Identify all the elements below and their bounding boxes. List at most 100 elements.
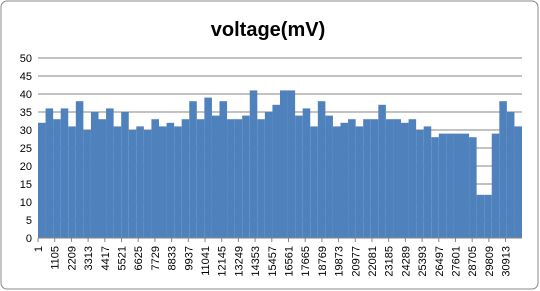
bar [227, 119, 235, 238]
bar [121, 112, 129, 238]
x-tick-label: 19873 [334, 246, 346, 277]
bar [98, 119, 107, 238]
y-tick-label: 30 [20, 125, 32, 137]
bar [249, 90, 258, 239]
x-tick-label: 4417 [100, 246, 112, 270]
x-tick-label: 20977 [350, 246, 362, 277]
x-tick-label: 26497 [434, 246, 446, 277]
x-tick-label: 2209 [66, 246, 78, 270]
bar [174, 126, 182, 238]
x-tick-label: 27601 [450, 246, 462, 277]
bar [128, 130, 137, 238]
bar [159, 126, 167, 238]
bar [348, 119, 356, 238]
bar [113, 126, 122, 238]
bar [53, 119, 61, 238]
bar [166, 122, 175, 238]
bar [484, 194, 492, 238]
bar [431, 137, 439, 238]
bar [310, 126, 318, 238]
bar [151, 119, 159, 238]
bar [287, 90, 296, 239]
x-tick-label: 23185 [384, 246, 396, 277]
y-tick-label: 45 [20, 71, 32, 83]
x-tick-label: 17665 [300, 246, 312, 277]
bar [393, 119, 401, 238]
bar [401, 122, 409, 238]
bar [438, 133, 447, 238]
bar [211, 115, 220, 238]
x-tick-label: 18769 [317, 246, 329, 277]
bar [136, 126, 144, 238]
bar [340, 122, 349, 238]
bar [302, 108, 311, 239]
bar [416, 130, 424, 238]
bar [514, 126, 522, 238]
x-tick-label: 16561 [283, 246, 295, 277]
bar [189, 101, 197, 238]
bar [280, 90, 288, 239]
y-tick-label: 10 [20, 197, 32, 209]
x-tick-label: 12145 [217, 246, 229, 277]
bar [325, 115, 333, 238]
bar [317, 101, 326, 238]
y-tick-label: 5 [26, 215, 32, 227]
y-tick-label: 35 [20, 107, 32, 119]
bar [272, 104, 280, 238]
bar [423, 126, 432, 238]
x-tick-label: 15457 [267, 246, 279, 277]
x-tick-label: 22081 [367, 246, 379, 277]
bar [106, 108, 114, 239]
y-tick-label: 15 [20, 179, 32, 191]
y-tick-label: 50 [20, 53, 32, 65]
bar [295, 115, 303, 238]
bar [234, 119, 243, 238]
bar [75, 101, 84, 238]
y-tick-label: 0 [26, 233, 32, 245]
x-tick-label: 8833 [167, 246, 179, 270]
bar [90, 112, 99, 238]
bar [83, 130, 91, 238]
y-tick-label: 40 [20, 89, 32, 101]
x-tick-label: 9937 [183, 246, 195, 270]
x-tick-label: 7729 [150, 246, 162, 270]
bar [181, 119, 190, 238]
x-tick-label: 30913 [501, 246, 513, 277]
bar [385, 119, 394, 238]
bar [219, 101, 228, 238]
chart-title: voltage(mV) [211, 19, 325, 41]
x-tick-label: 28705 [467, 246, 479, 277]
bar [60, 108, 69, 239]
bar [204, 97, 212, 238]
bar [143, 130, 152, 238]
bar [264, 112, 273, 238]
bar [499, 101, 507, 238]
x-tick-label: 29809 [484, 246, 496, 277]
bar [378, 104, 386, 238]
bar [408, 119, 417, 238]
x-tick-label: 5521 [117, 246, 129, 270]
bar [355, 126, 364, 238]
bar [196, 119, 205, 238]
x-tick-label: 14353 [250, 246, 262, 277]
bar [45, 108, 54, 239]
x-tick-label: 1105 [50, 246, 62, 270]
bar [453, 133, 462, 238]
bar [38, 122, 46, 238]
x-tick-label: 6625 [133, 246, 145, 270]
x-tick-label: 13249 [233, 246, 245, 277]
bar [332, 126, 341, 238]
bar [461, 133, 470, 238]
bar [446, 133, 454, 238]
bar [469, 137, 477, 238]
y-tick-label: 25 [20, 143, 32, 155]
bar [257, 119, 265, 238]
y-tick-label: 20 [20, 161, 32, 173]
bar [363, 119, 371, 238]
bar [370, 119, 379, 238]
x-tick-label: 1 [33, 246, 45, 252]
x-tick-label: 11041 [200, 246, 212, 276]
bar [68, 126, 76, 238]
bar [476, 194, 485, 238]
